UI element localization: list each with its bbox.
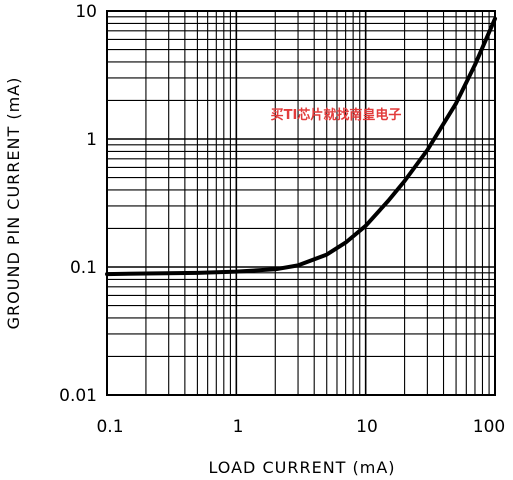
- grid-lines: [107, 11, 495, 395]
- x-tick-label-0.1: 0.1: [96, 417, 123, 437]
- y-tick-label-10: 10: [75, 2, 97, 22]
- y-tick-label-0.1: 0.1: [70, 258, 97, 278]
- y-tick-label-0.01: 0.01: [59, 386, 97, 406]
- x-axis-title: LOAD CURRENT (mA): [208, 458, 395, 477]
- series-line: [105, 16, 497, 277]
- x-tick-label-100: 100: [473, 417, 505, 437]
- watermark: 买TI芯片就找南皇电子: [271, 107, 402, 123]
- x-tick-label-1: 1: [233, 417, 244, 437]
- plot-frame: [106, 10, 496, 396]
- y-tick-label-1: 1: [86, 130, 97, 150]
- y-axis-title: GROUND PIN CURRENT (mA): [4, 77, 23, 330]
- x-tick-label-10: 10: [356, 417, 378, 437]
